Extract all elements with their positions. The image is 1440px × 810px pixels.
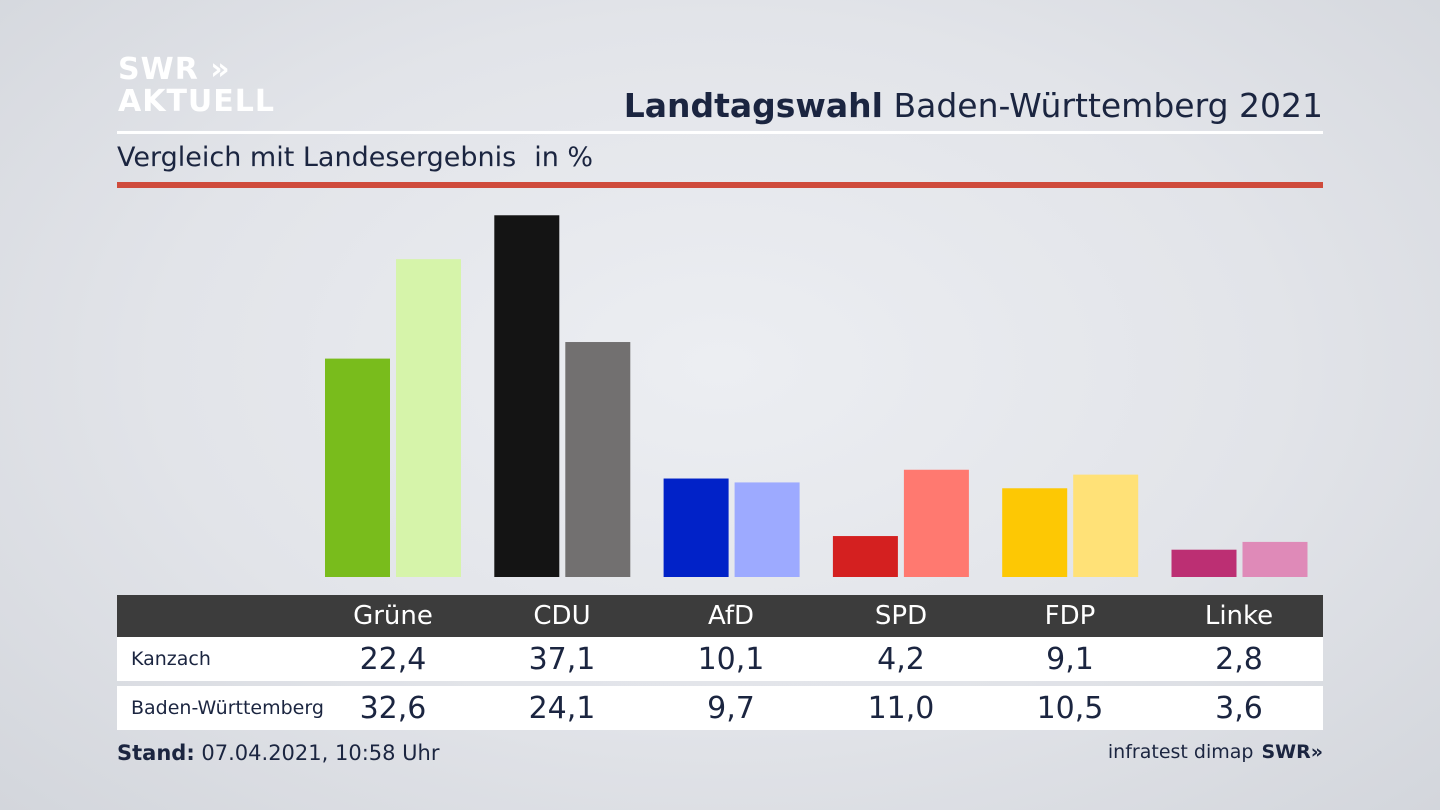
- unit-label: in %: [534, 142, 594, 173]
- bar-spd-state: [903, 469, 969, 577]
- stand-value: 07.04.2021, 10:58 Uhr: [194, 741, 440, 765]
- bar-fdp-local: [1002, 488, 1068, 577]
- bar-grne-state: [396, 259, 461, 577]
- page-title: Landtagswahl Baden-Württemberg 2021: [624, 86, 1323, 125]
- timestamp: Stand: 07.04.2021, 10:58 Uhr: [117, 741, 440, 765]
- bar-linke-local: [1171, 549, 1237, 577]
- table-header: Grüne CDU AfD SPD FDP Linke: [117, 595, 1323, 637]
- row-label: Baden-Württemberg: [131, 697, 324, 719]
- header-cdu: CDU: [533, 601, 591, 631]
- table-row: Baden-Württemberg 32,6 24,1 9,7 11,0 10,…: [117, 686, 1323, 730]
- bar-grne-local: [325, 358, 390, 577]
- table-cell: 3,6: [1215, 691, 1263, 726]
- table-cell: 10,1: [697, 642, 765, 677]
- header-fdp: FDP: [1044, 601, 1096, 631]
- swr-aktuell-logo: SWR » AKTUELL: [118, 54, 275, 118]
- logo-line-1: SWR »: [118, 52, 231, 87]
- swr-brand: SWR»: [1261, 741, 1323, 763]
- table-cell: 9,7: [707, 691, 755, 726]
- bar-fdp-state: [1073, 474, 1139, 577]
- header-afd: AfD: [707, 601, 755, 631]
- bar-chart: [325, 215, 1308, 577]
- bar-afd-state: [734, 482, 800, 577]
- header-gruene: Grüne: [353, 601, 433, 631]
- table-cell: 22,4: [359, 642, 427, 677]
- bar-linke-state: [1242, 541, 1308, 577]
- title-rest: Baden-Württemberg 2021: [882, 86, 1323, 125]
- accent-divider: [117, 182, 1323, 188]
- stand-label: Stand:: [117, 741, 195, 765]
- table-cell: 37,1: [528, 642, 596, 677]
- table-cell: 11,0: [867, 691, 935, 726]
- table-row: Kanzach 22,4 37,1 10,1 4,2 9,1 2,8: [117, 637, 1323, 681]
- bar-spd-local: [832, 536, 898, 577]
- table-cell: 4,2: [877, 642, 925, 677]
- title-bold: Landtagswahl: [623, 86, 883, 125]
- bar-cdu-state: [565, 342, 631, 577]
- table-cell: 9,1: [1046, 642, 1094, 677]
- chart-subtitle: Vergleich mit Landesergebnis in %: [117, 142, 593, 173]
- bar-afd-local: [663, 478, 729, 577]
- source-credit: infratest dimap SWR»: [1108, 741, 1323, 763]
- table-cell: 32,6: [359, 691, 427, 726]
- title-divider: [117, 131, 1323, 134]
- header-spd: SPD: [874, 601, 928, 631]
- bar-cdu-local: [494, 215, 560, 577]
- row-label: Kanzach: [131, 648, 211, 670]
- table-cell: 24,1: [528, 691, 596, 726]
- table-cell: 2,8: [1215, 642, 1263, 677]
- source-name: infratest dimap: [1107, 741, 1254, 763]
- results-table: Grüne CDU AfD SPD FDP Linke Kanzach 22,4…: [117, 595, 1323, 730]
- subtitle-text: Vergleich mit Landesergebnis: [117, 142, 517, 173]
- table-cell: 10,5: [1036, 691, 1104, 726]
- header-linke: Linke: [1204, 601, 1274, 631]
- logo-line-2: AKTUELL: [118, 84, 276, 119]
